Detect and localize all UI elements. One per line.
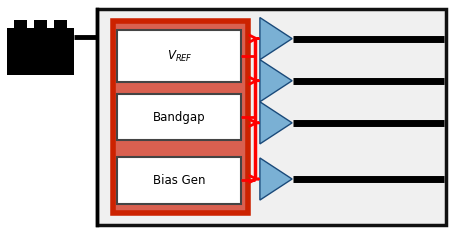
Bar — [54, 20, 67, 29]
Bar — [117, 94, 241, 140]
Text: $V_{REF}$: $V_{REF}$ — [166, 49, 192, 64]
Bar — [96, 9, 445, 225]
Bar — [112, 21, 248, 213]
Bar — [117, 30, 241, 82]
Bar — [7, 28, 73, 75]
Polygon shape — [259, 60, 291, 102]
Polygon shape — [259, 18, 291, 60]
Bar — [14, 20, 27, 29]
Polygon shape — [259, 158, 291, 200]
Polygon shape — [259, 102, 291, 144]
Text: Bandgap: Bandgap — [153, 110, 205, 124]
Text: Bias Gen: Bias Gen — [153, 174, 205, 187]
Bar — [34, 20, 47, 29]
Bar — [117, 157, 241, 204]
